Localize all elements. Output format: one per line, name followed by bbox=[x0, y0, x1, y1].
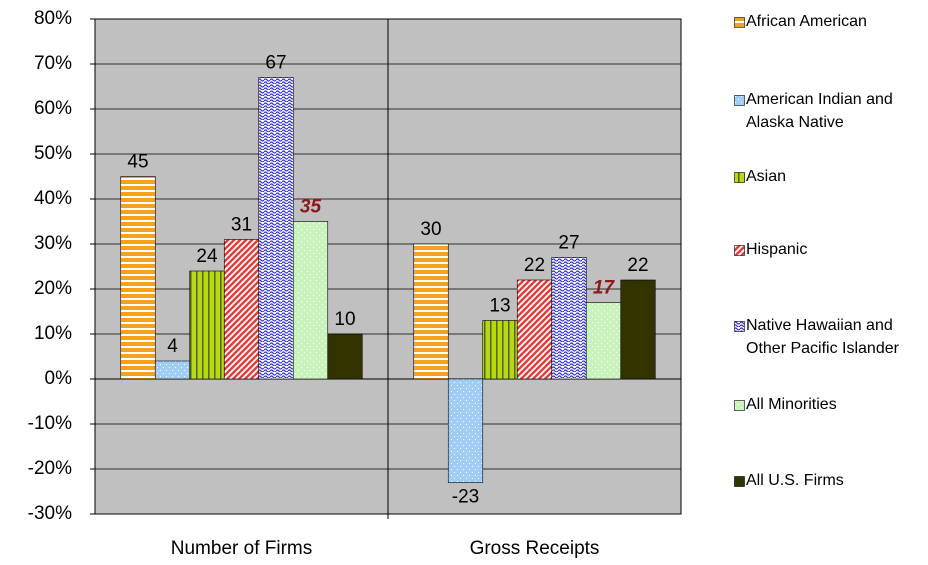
data-label: 22 bbox=[627, 255, 648, 276]
y-tick-label: 10% bbox=[34, 323, 72, 344]
y-tick-label: 20% bbox=[34, 278, 72, 299]
data-label: 24 bbox=[196, 246, 218, 267]
legend-item: Hispanic bbox=[734, 238, 928, 261]
legend-label: African American bbox=[746, 13, 867, 30]
y-tick-label: 70% bbox=[34, 53, 72, 74]
legend-swatch bbox=[734, 321, 745, 332]
legend-label: American Indian and Alaska Native bbox=[746, 91, 893, 131]
bar bbox=[154, 360, 191, 380]
bar bbox=[413, 243, 449, 380]
bar bbox=[292, 221, 329, 380]
bar bbox=[258, 77, 294, 380]
data-label: 30 bbox=[420, 219, 441, 240]
y-tick-label: 40% bbox=[34, 188, 72, 209]
legend-label: Native Hawaiian and Other Pacific Island… bbox=[746, 317, 899, 357]
bar bbox=[189, 270, 225, 380]
data-label: 4 bbox=[167, 336, 178, 357]
bar bbox=[620, 279, 656, 380]
legend-item: American Indian and Alaska Native bbox=[734, 88, 928, 134]
legend-item: African American bbox=[734, 10, 928, 33]
y-tick-label: 30% bbox=[34, 233, 72, 254]
data-label: 31 bbox=[231, 215, 252, 236]
legend-label: Hispanic bbox=[746, 241, 808, 258]
data-label: 35 bbox=[300, 197, 322, 218]
data-label: 10 bbox=[334, 309, 355, 330]
y-tick-label: 60% bbox=[34, 98, 72, 119]
bar bbox=[585, 302, 622, 380]
bar bbox=[327, 333, 363, 380]
legend-swatch bbox=[734, 245, 745, 256]
legend-swatch bbox=[734, 172, 745, 183]
legend-item: All U.S. Firms bbox=[734, 469, 928, 492]
x-tick-label: Number of Firms bbox=[171, 538, 312, 559]
legend-label: All Minorities bbox=[746, 396, 837, 413]
legend-swatch bbox=[734, 476, 745, 487]
bar bbox=[223, 239, 260, 380]
legend-swatch bbox=[734, 95, 745, 106]
y-tick-label: -30% bbox=[28, 503, 72, 524]
data-label: 45 bbox=[127, 152, 148, 173]
bar bbox=[447, 378, 484, 483]
data-label: 22 bbox=[524, 255, 545, 276]
legend-label: All U.S. Firms bbox=[746, 472, 844, 489]
legend-swatch bbox=[734, 17, 745, 28]
legend-swatch bbox=[734, 400, 745, 411]
y-tick-label: 80% bbox=[34, 8, 72, 29]
y-tick-label: 0% bbox=[45, 368, 73, 389]
data-label: 27 bbox=[558, 233, 579, 254]
bar bbox=[120, 176, 156, 380]
y-tick-label: 50% bbox=[34, 143, 72, 164]
x-tick-label: Gross Receipts bbox=[470, 538, 600, 559]
bar bbox=[482, 320, 518, 380]
data-label: 13 bbox=[489, 296, 510, 317]
legend-item: All Minorities bbox=[734, 393, 928, 416]
bar bbox=[516, 279, 553, 380]
legend-item: Asian bbox=[734, 165, 928, 188]
data-label: 67 bbox=[265, 53, 286, 74]
legend-item: Native Hawaiian and Other Pacific Island… bbox=[734, 314, 928, 360]
data-label: -23 bbox=[452, 487, 479, 508]
y-tick-label: -10% bbox=[28, 413, 72, 434]
y-tick-label: -20% bbox=[28, 458, 72, 479]
bar bbox=[551, 257, 587, 380]
legend-label: Asian bbox=[746, 168, 787, 185]
data-label: 17 bbox=[593, 278, 616, 299]
